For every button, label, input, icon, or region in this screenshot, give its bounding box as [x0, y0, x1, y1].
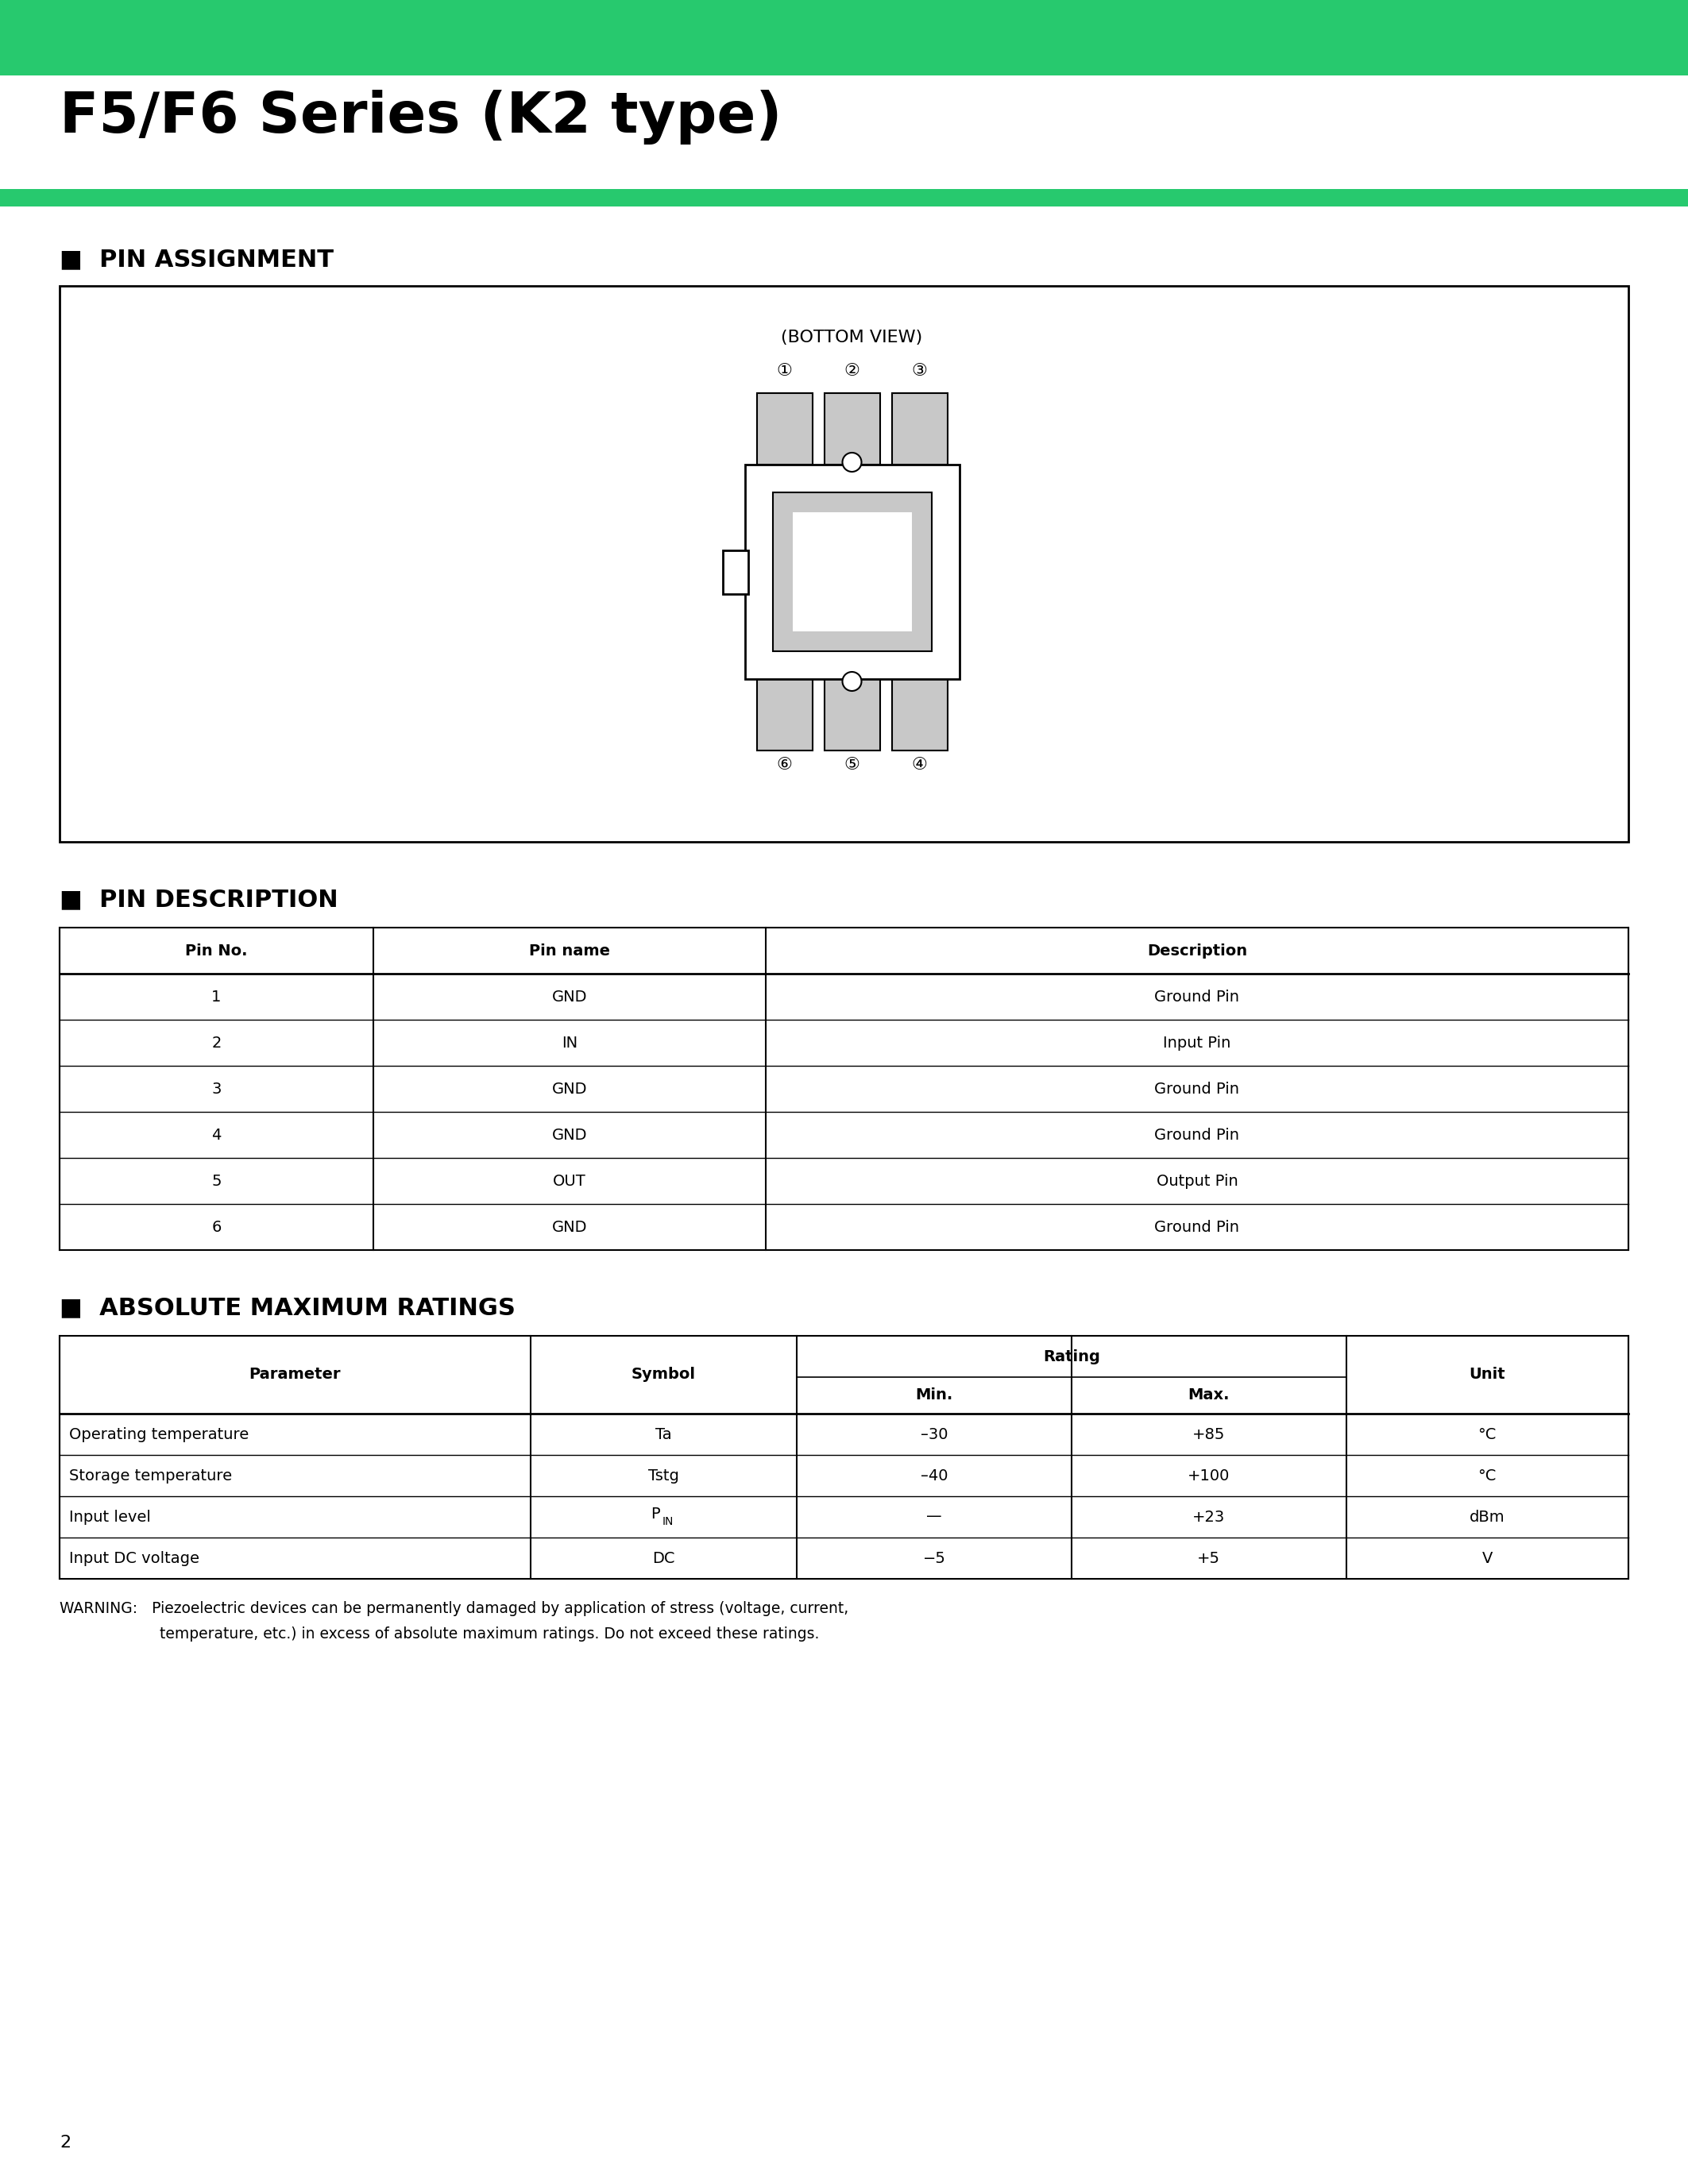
Text: temperature, etc.) in excess of absolute maximum ratings. Do not exceed these ra: temperature, etc.) in excess of absolute…: [59, 1627, 819, 1642]
Text: (BOTTOM VIEW): (BOTTOM VIEW): [782, 330, 923, 345]
Bar: [756, 393, 812, 465]
Text: Description: Description: [1146, 943, 1247, 959]
Text: ⑥: ⑥: [776, 758, 792, 773]
Text: 6: 6: [211, 1219, 221, 1234]
Bar: [824, 679, 879, 751]
Text: GND: GND: [552, 1219, 587, 1234]
Text: Parameter: Parameter: [250, 1367, 341, 1382]
Text: DC: DC: [652, 1551, 675, 1566]
Text: 2: 2: [211, 1035, 221, 1051]
Text: Input Pin: Input Pin: [1163, 1035, 1231, 1051]
Text: Min.: Min.: [915, 1387, 954, 1402]
Text: +85: +85: [1192, 1426, 1225, 1441]
Text: IN: IN: [562, 1035, 577, 1051]
Text: Ground Pin: Ground Pin: [1155, 1081, 1239, 1096]
Text: °C: °C: [1479, 1468, 1497, 1483]
Circle shape: [842, 452, 861, 472]
Text: Rating: Rating: [1043, 1350, 1101, 1365]
Text: +5: +5: [1197, 1551, 1220, 1566]
Text: Output Pin: Output Pin: [1156, 1173, 1237, 1188]
Text: ■  PIN DESCRIPTION: ■ PIN DESCRIPTION: [59, 889, 338, 911]
Text: Operating temperature: Operating temperature: [69, 1426, 248, 1441]
Text: Ground Pin: Ground Pin: [1155, 1127, 1239, 1142]
Text: ■  PIN ASSIGNMENT: ■ PIN ASSIGNMENT: [59, 247, 334, 271]
Text: ②: ②: [844, 363, 859, 378]
Text: Tstg: Tstg: [648, 1468, 679, 1483]
Text: Input DC voltage: Input DC voltage: [69, 1551, 199, 1566]
Bar: [59, 1337, 1629, 1579]
Bar: [722, 550, 748, 594]
Text: Storage temperature: Storage temperature: [69, 1468, 231, 1483]
Text: Ground Pin: Ground Pin: [1155, 989, 1239, 1005]
Text: Ta: Ta: [655, 1426, 672, 1441]
Text: IN: IN: [662, 1516, 674, 1527]
Text: ③: ③: [912, 363, 927, 378]
Text: Ground Pin: Ground Pin: [1155, 1219, 1239, 1234]
Text: °C: °C: [1479, 1426, 1497, 1441]
Text: 3: 3: [211, 1081, 221, 1096]
Text: Pin No.: Pin No.: [186, 943, 248, 959]
Text: OUT: OUT: [554, 1173, 586, 1188]
Text: Input level: Input level: [69, 1509, 150, 1524]
Bar: [891, 679, 947, 751]
Text: +23: +23: [1192, 1509, 1225, 1524]
Text: GND: GND: [552, 989, 587, 1005]
Text: WARNING:   Piezoelectric devices can be permanently damaged by application of st: WARNING: Piezoelectric devices can be pe…: [59, 1601, 849, 1616]
Bar: [744, 465, 959, 679]
Bar: [59, 928, 1629, 1249]
Text: –40: –40: [920, 1468, 949, 1483]
Bar: [0, 190, 1688, 207]
Text: 5: 5: [211, 1173, 221, 1188]
Text: GND: GND: [552, 1127, 587, 1142]
Text: dBm: dBm: [1470, 1509, 1506, 1524]
Text: 1: 1: [211, 989, 221, 1005]
Text: –30: –30: [920, 1426, 949, 1441]
Circle shape: [842, 673, 861, 690]
Text: +100: +100: [1188, 1468, 1231, 1483]
Text: ①: ①: [776, 363, 792, 378]
Text: 4: 4: [211, 1127, 221, 1142]
Text: ■  ABSOLUTE MAXIMUM RATINGS: ■ ABSOLUTE MAXIMUM RATINGS: [59, 1295, 515, 1319]
Text: ⑤: ⑤: [844, 758, 859, 773]
Text: −5: −5: [923, 1551, 945, 1566]
Text: V: V: [1482, 1551, 1492, 1566]
Text: 2: 2: [59, 2134, 71, 2151]
Text: ④: ④: [912, 758, 927, 773]
Text: Unit: Unit: [1469, 1367, 1506, 1382]
Bar: [891, 393, 947, 465]
Bar: [773, 491, 932, 651]
Text: Max.: Max.: [1188, 1387, 1229, 1402]
Bar: [792, 513, 912, 631]
Text: —: —: [927, 1509, 942, 1524]
Bar: [756, 679, 812, 751]
Text: Pin name: Pin name: [528, 943, 609, 959]
Text: P: P: [650, 1507, 660, 1522]
Bar: [59, 286, 1629, 841]
Text: GND: GND: [552, 1081, 587, 1096]
Text: F5/F6 Series (K2 type): F5/F6 Series (K2 type): [59, 90, 782, 144]
Bar: [0, 0, 1688, 76]
Text: Symbol: Symbol: [631, 1367, 695, 1382]
Bar: [824, 393, 879, 465]
